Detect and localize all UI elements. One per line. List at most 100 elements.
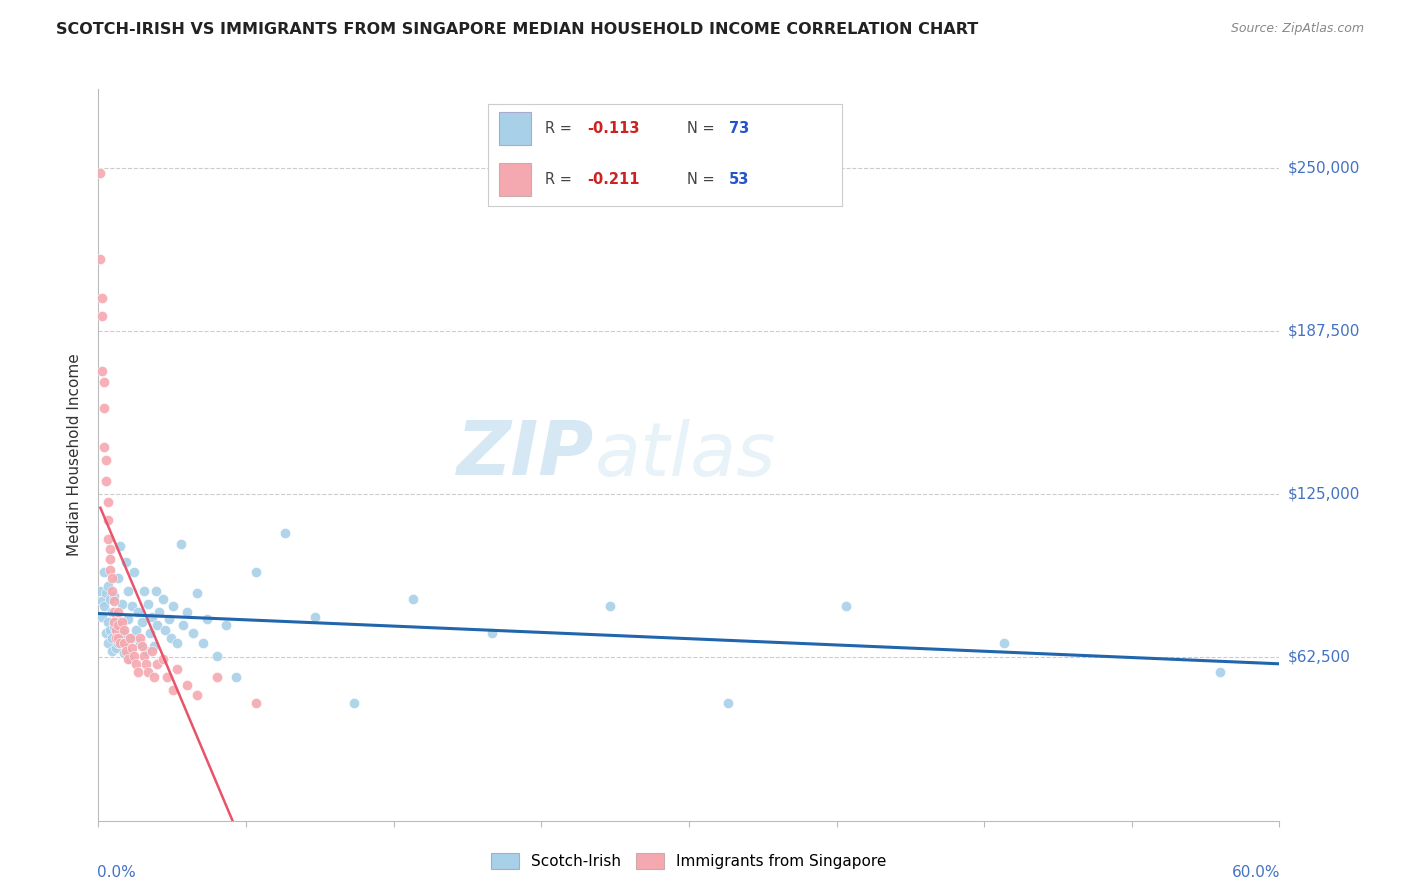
Point xyxy=(121,631,143,645)
Point xyxy=(98,591,121,606)
Point xyxy=(481,625,503,640)
Point xyxy=(122,566,145,580)
Point xyxy=(135,644,157,658)
Point xyxy=(98,563,121,577)
Point xyxy=(128,636,150,650)
Point xyxy=(172,617,194,632)
Point xyxy=(181,625,204,640)
Text: $125,000: $125,000 xyxy=(1288,487,1360,501)
Point xyxy=(225,670,247,684)
Point xyxy=(162,599,184,614)
Point xyxy=(107,636,129,650)
Point xyxy=(96,453,118,467)
Point xyxy=(118,631,141,645)
Text: 0.0%: 0.0% xyxy=(97,864,136,880)
Point xyxy=(105,641,128,656)
Point xyxy=(89,583,111,598)
Point xyxy=(115,644,138,658)
Text: $250,000: $250,000 xyxy=(1288,160,1360,175)
Point xyxy=(108,617,131,632)
Point xyxy=(136,665,159,679)
Point xyxy=(205,670,228,684)
Point xyxy=(117,583,139,598)
Point xyxy=(98,552,121,566)
Point xyxy=(107,605,129,619)
Point xyxy=(191,636,214,650)
Point xyxy=(103,620,125,634)
Point xyxy=(195,613,218,627)
Point xyxy=(170,537,193,551)
Point xyxy=(160,631,183,645)
Point xyxy=(127,605,149,619)
Point xyxy=(97,495,120,509)
Point xyxy=(97,532,120,546)
Point xyxy=(136,597,159,611)
Point xyxy=(146,617,169,632)
Point xyxy=(117,613,139,627)
Point xyxy=(304,610,326,624)
Point xyxy=(141,610,163,624)
Point xyxy=(96,586,118,600)
Point xyxy=(89,166,111,180)
Point xyxy=(402,591,425,606)
Point xyxy=(128,631,150,645)
Text: 60.0%: 60.0% xyxy=(1232,864,1281,880)
Point xyxy=(118,651,141,665)
Point xyxy=(132,583,155,598)
Point xyxy=(142,670,165,684)
Text: ZIP: ZIP xyxy=(457,418,595,491)
Point xyxy=(176,678,198,692)
Point xyxy=(105,623,128,637)
Point xyxy=(93,566,115,580)
Point xyxy=(93,440,115,454)
Point xyxy=(115,555,138,569)
Point xyxy=(157,613,180,627)
Point xyxy=(103,615,125,629)
Point xyxy=(142,639,165,653)
Point xyxy=(101,631,124,645)
Point xyxy=(148,605,170,619)
Point xyxy=(121,599,143,614)
Point xyxy=(176,605,198,619)
Point xyxy=(599,599,621,614)
Point xyxy=(96,474,118,488)
Point xyxy=(245,566,267,580)
Point xyxy=(91,364,114,378)
Text: SCOTCH-IRISH VS IMMIGRANTS FROM SINGAPORE MEDIAN HOUSEHOLD INCOME CORRELATION CH: SCOTCH-IRISH VS IMMIGRANTS FROM SINGAPOR… xyxy=(56,22,979,37)
Text: Source: ZipAtlas.com: Source: ZipAtlas.com xyxy=(1230,22,1364,36)
Point xyxy=(155,623,177,637)
Y-axis label: Median Household Income: Median Household Income xyxy=(67,353,83,557)
Point xyxy=(205,649,228,664)
Point xyxy=(993,636,1015,650)
Point xyxy=(166,636,188,650)
Point xyxy=(98,623,121,637)
Point xyxy=(97,513,120,527)
Point xyxy=(101,644,124,658)
Point xyxy=(125,623,148,637)
Point xyxy=(97,636,120,650)
Point xyxy=(274,526,297,541)
Point xyxy=(91,291,114,305)
Point xyxy=(101,571,124,585)
Point xyxy=(135,657,157,671)
Point xyxy=(103,594,125,608)
Point xyxy=(127,665,149,679)
Point xyxy=(108,636,131,650)
Point xyxy=(121,641,143,656)
Point xyxy=(166,662,188,676)
Point xyxy=(105,610,128,624)
Point xyxy=(138,625,160,640)
Point xyxy=(91,610,114,624)
Point xyxy=(112,647,135,661)
Point xyxy=(152,591,174,606)
Point xyxy=(112,636,135,650)
Point xyxy=(97,615,120,629)
Point xyxy=(131,615,153,629)
Point xyxy=(131,639,153,653)
Point xyxy=(93,375,115,389)
Point xyxy=(835,599,858,614)
Point xyxy=(215,617,238,632)
Point xyxy=(1209,665,1232,679)
Point xyxy=(111,615,134,629)
Point xyxy=(156,670,179,684)
